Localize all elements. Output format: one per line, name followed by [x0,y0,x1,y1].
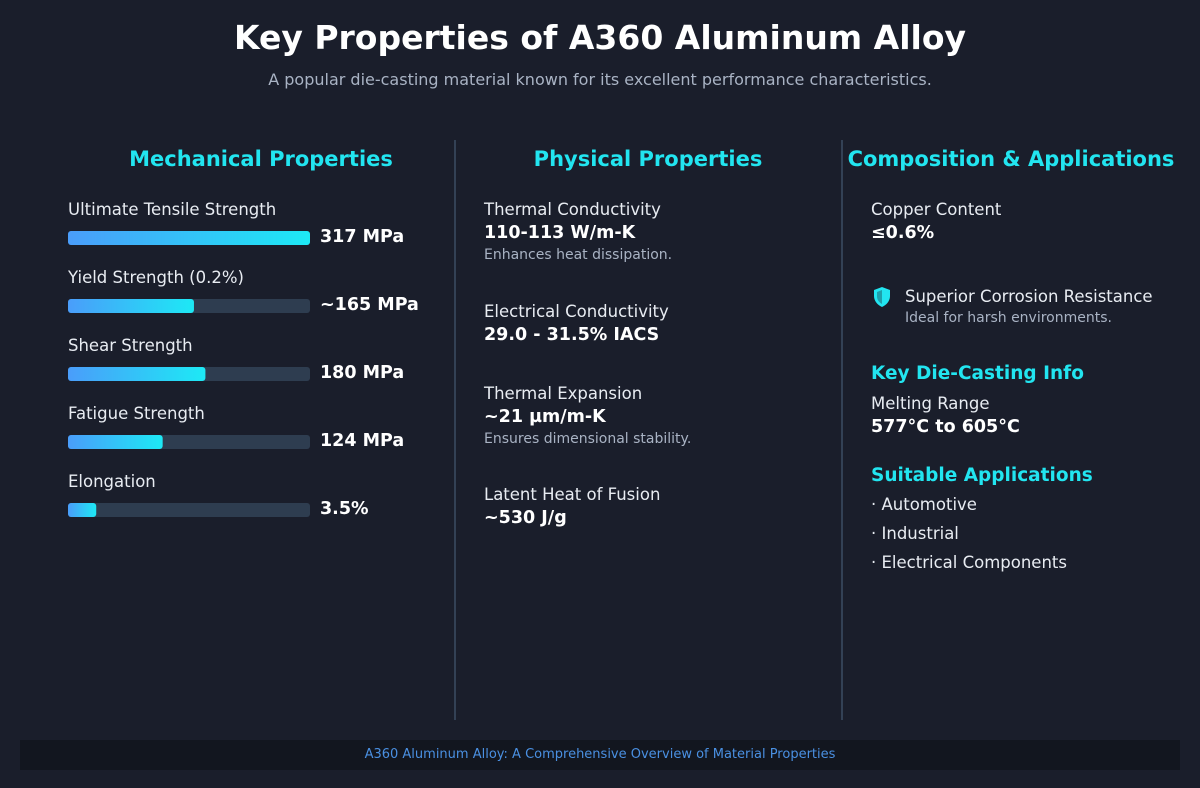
bar [68,231,310,245]
bar-track [68,299,310,313]
bar-track [68,367,310,381]
section-heading: Composition & Applications [847,147,1175,171]
bar [68,367,206,381]
property-note: Ideal for harsh environments. [905,310,1112,326]
bar-track [68,231,310,245]
property-label: Latent Heat of Fusion [484,485,661,504]
property-value: 124 MPa [320,431,405,451]
shield-icon [874,287,890,307]
bar-track [68,435,310,449]
property-label: Thermal Conductivity [484,200,661,219]
application-item: Electrical Components [871,553,1067,572]
property-value: ≤0.6% [871,223,935,243]
property-value: 180 MPa [320,363,405,383]
divider [841,140,843,720]
section-heading: Physical Properties [533,147,763,171]
title: Key Properties of A360 Aluminum Alloy [233,18,967,57]
property-value: ~21 µm/m-K [484,407,606,427]
bar [68,299,194,313]
footer: A360 Aluminum Alloy: A Comprehensive Ove… [20,740,1180,770]
bar-bg [68,503,310,517]
property-label: Yield Strength (0.2%) [68,268,244,287]
bar-track [68,503,310,517]
bar [68,435,163,449]
application-item: Automotive [871,495,977,514]
property-label: Copper Content [871,200,1002,219]
property-value: 29.0 - 31.5% IACS [484,325,660,345]
property-label: Fatigue Strength [68,404,205,423]
property-label: Superior Corrosion Resistance [905,287,1153,306]
property-value: ~165 MPa [320,295,419,315]
property-label: Electrical Conductivity [484,302,669,321]
divider [454,140,456,720]
property-value: 577°C to 605°C [871,417,1020,437]
property-value: 3.5% [320,499,369,519]
subheading: Key Die-Casting Info [871,363,1084,384]
property-label: Thermal Expansion [484,384,643,403]
property-value: 317 MPa [320,227,405,247]
property-label: Ultimate Tensile Strength [68,200,277,219]
application-item: Industrial [871,524,959,543]
property-note: Enhances heat dissipation. [484,247,673,263]
section-heading: Mechanical Properties [129,147,393,171]
bar [68,503,97,517]
property-label: Shear Strength [68,336,193,355]
property-note: Ensures dimensional stability. [484,431,692,447]
property-value: 110-113 W/m-K [484,223,636,243]
property-value: ~530 J/g [484,508,567,528]
property-label: Elongation [68,472,156,491]
footer-text: A360 Aluminum Alloy: A Comprehensive Ove… [364,747,836,762]
subtitle: A popular die-casting material known for… [268,70,932,89]
property-label: Melting Range [871,394,990,413]
subheading: Suitable Applications [871,465,1093,486]
